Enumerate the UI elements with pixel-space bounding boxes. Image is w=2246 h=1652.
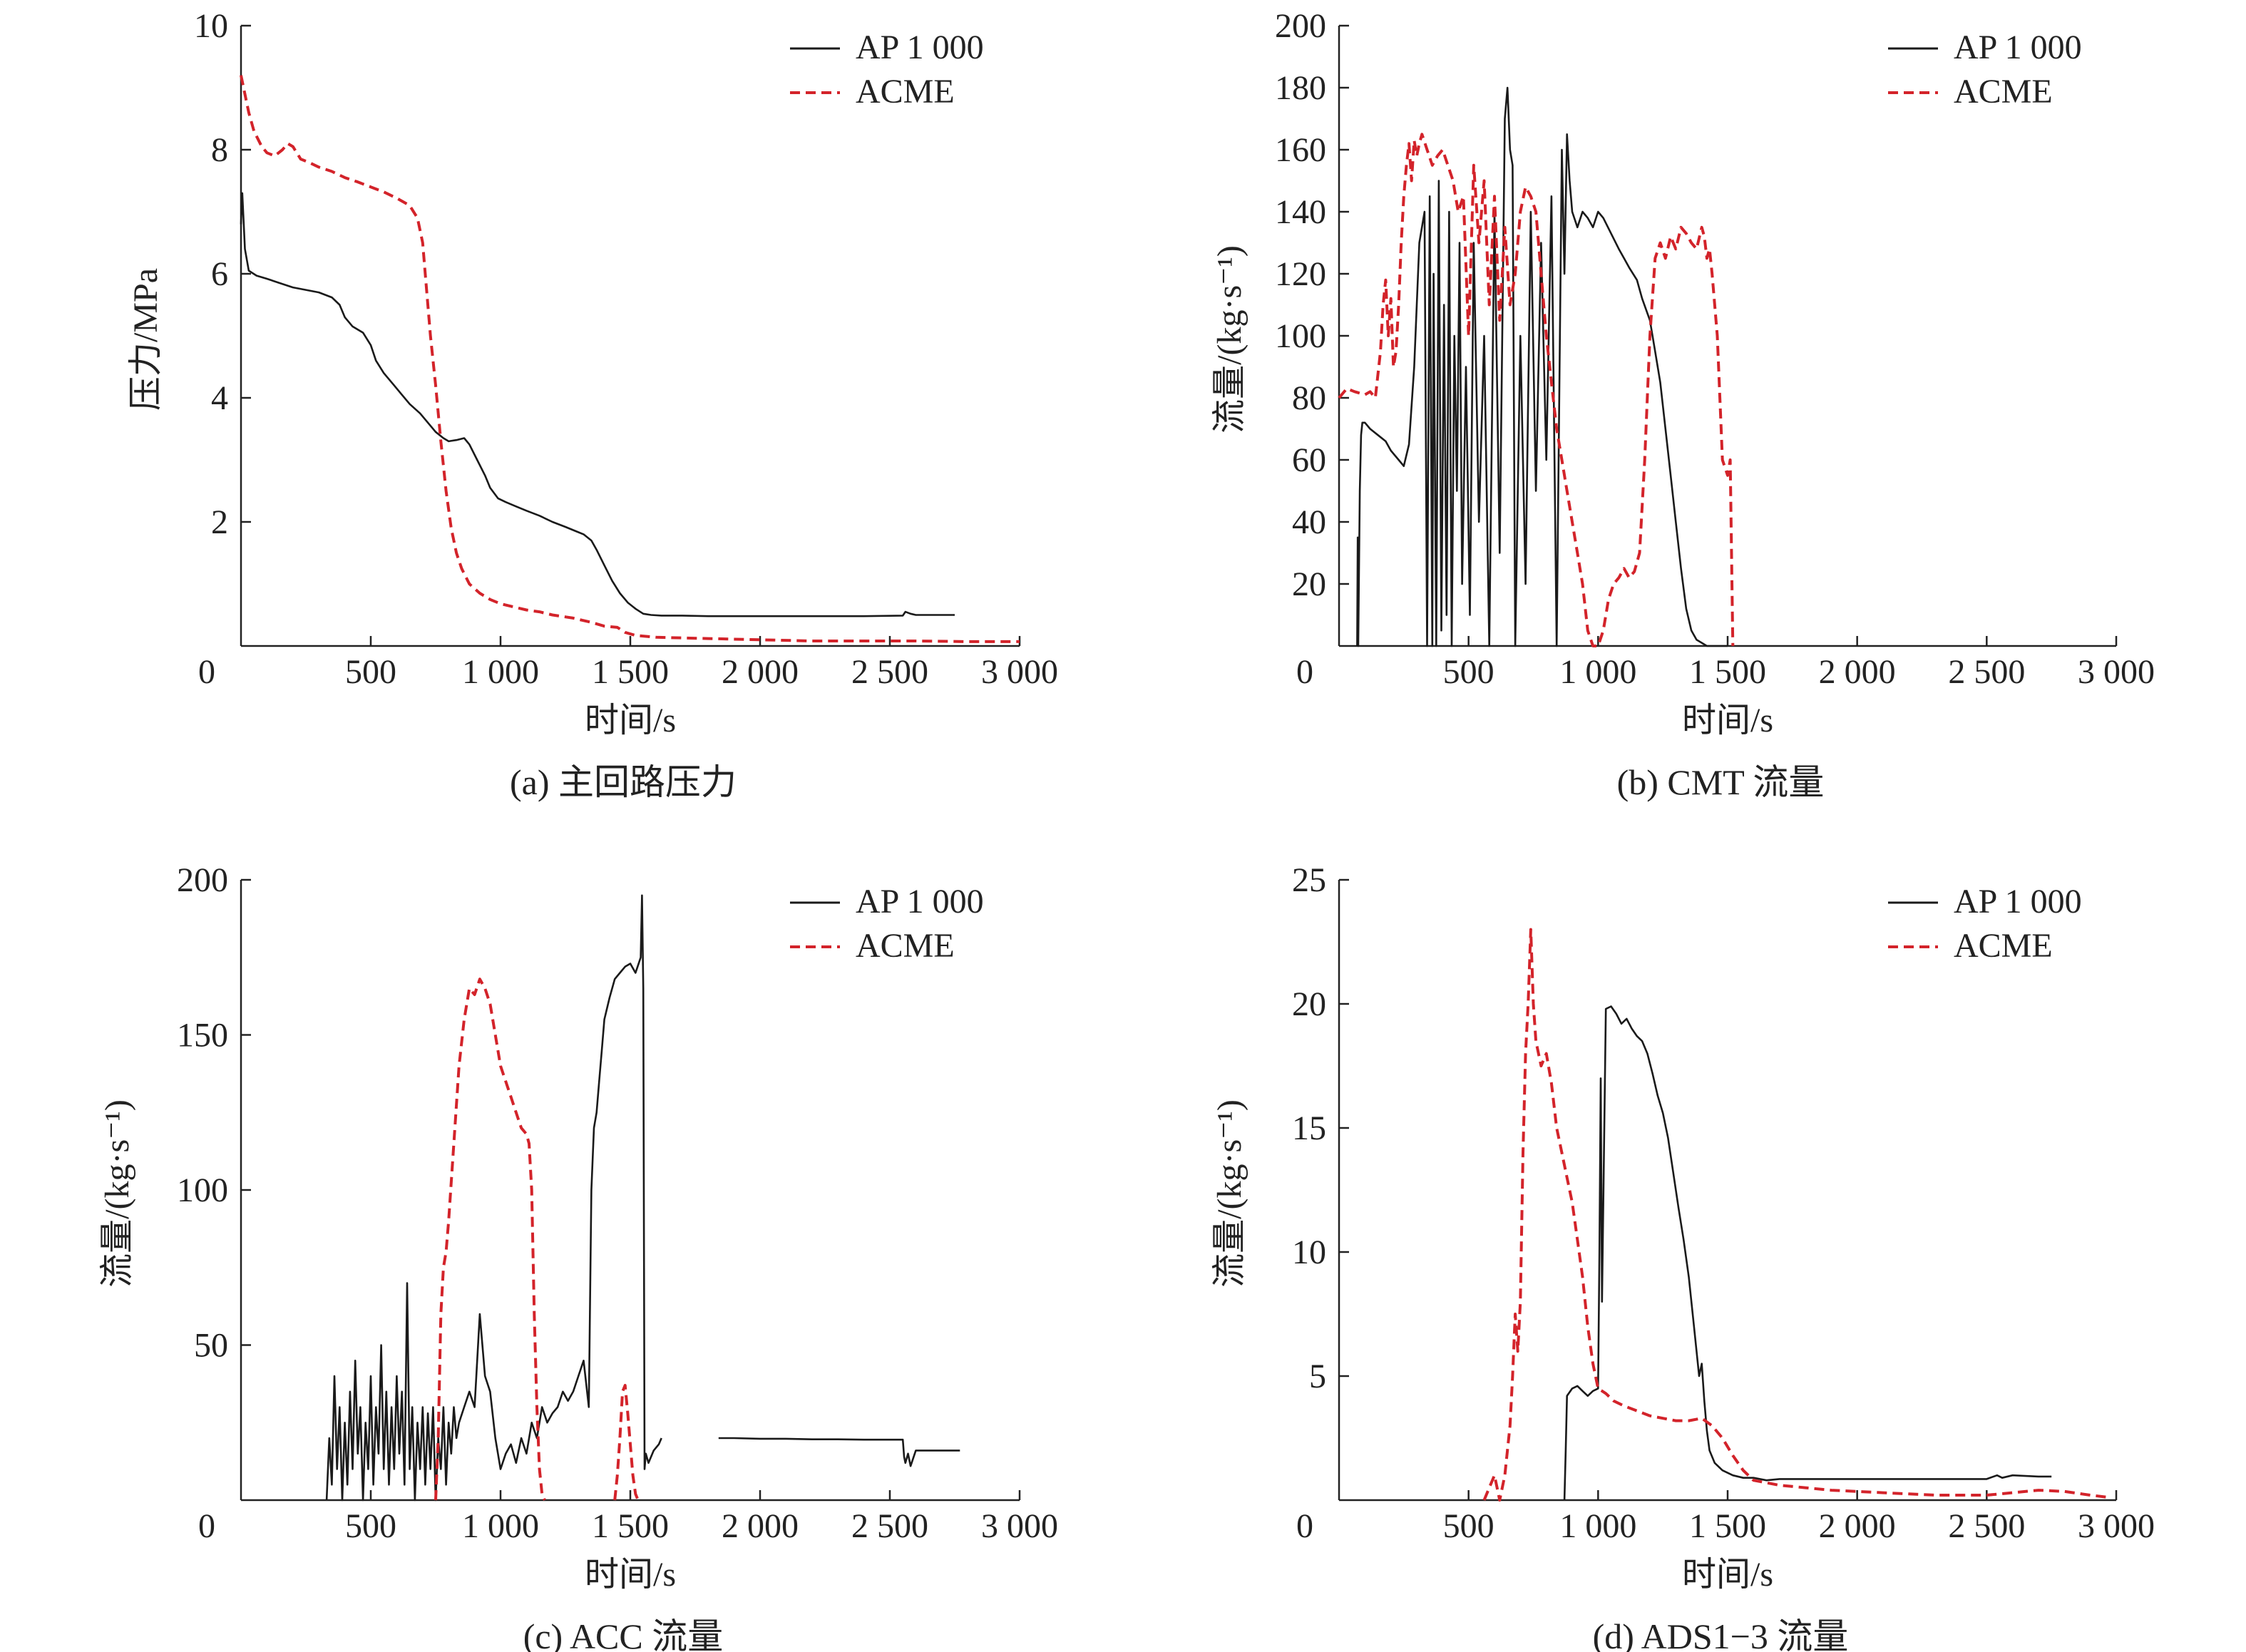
y-tick-label: 200	[177, 861, 228, 899]
x-axis-label: 时间/s	[585, 1556, 676, 1594]
y-tick-label: 25	[1292, 861, 1326, 899]
x-tick-label: 1 000	[1559, 1507, 1636, 1545]
origin-label: 0	[1296, 653, 1313, 691]
y-axis-label: 流量/(kg·s⁻¹)	[98, 1099, 136, 1288]
y-tick-label: 100	[1275, 317, 1326, 355]
x-tick-label: 2 500	[1948, 653, 2025, 691]
x-tick-label: 500	[1443, 653, 1494, 691]
series-line-acme	[240, 75, 1020, 643]
origin-label: 0	[198, 1507, 215, 1545]
x-tick-label: 1 500	[1689, 1507, 1766, 1545]
chart-panel-a: 0 500 1 000 1 500 2 000 2 500 3 000 2 4 6 8 10 时间/s 压…	[127, 7, 1058, 802]
legend-label-acme: ACME	[1954, 927, 2053, 965]
series-line-ap1000	[1563, 1005, 2052, 1501]
x-tick-label: 2 500	[851, 1507, 928, 1545]
x-tick-label: 500	[345, 1507, 396, 1545]
y-tick-label: 80	[1292, 379, 1326, 417]
y-tick-label: 200	[1275, 7, 1326, 45]
legend-label-acme: ACME	[856, 73, 955, 111]
chart-panel-b: 0 500 1 000 1 500 2 000 2 500 3 000 20 40 60 80 100…	[1211, 7, 2155, 802]
series-line-ap1000	[718, 1437, 960, 1467]
y-tick-label: 2	[211, 503, 228, 541]
y-tick-label: 40	[1292, 503, 1326, 541]
y-tick-label: 6	[211, 255, 228, 293]
y-tick-label: 160	[1275, 131, 1326, 169]
series-line-ap1000	[240, 192, 955, 617]
y-tick-label: 100	[177, 1171, 228, 1209]
panel-caption: (b) CMT 流量	[1617, 762, 1825, 802]
y-tick-label: 10	[1292, 1233, 1326, 1271]
x-tick-label: 3 000	[981, 653, 1058, 691]
series-line-acme	[434, 978, 546, 1501]
panel-caption: (a) 主回路压力	[510, 762, 737, 802]
y-axis-label: 压力/MPa	[127, 268, 165, 411]
chart-panel-c: 0 500 1 000 1 500 2 000 2 500 3 000 50 100 150 200…	[98, 861, 1058, 1652]
series-line-acme	[1482, 928, 2111, 1502]
x-tick-label: 2 000	[1819, 1507, 1896, 1545]
x-tick-label: 1 500	[592, 1507, 669, 1545]
x-axis-label: 时间/s	[1682, 702, 1773, 739]
panel-caption: (d) ADS1−3 流量	[1593, 1616, 1849, 1652]
x-tick-label: 3 000	[2078, 1507, 2155, 1545]
x-axis-label: 时间/s	[585, 702, 676, 739]
panel-caption: (c) ACC 流量	[523, 1616, 724, 1652]
x-tick-label: 2 500	[1948, 1507, 2025, 1545]
y-tick-label: 20	[1292, 565, 1326, 603]
y-tick-label: 180	[1275, 69, 1326, 107]
x-tick-label: 2 000	[722, 653, 799, 691]
x-tick-label: 2 000	[1819, 653, 1896, 691]
legend-label-ap1000: AP 1 000	[1954, 883, 2082, 920]
x-tick-label: 2 500	[851, 653, 928, 691]
y-tick-label: 120	[1275, 255, 1326, 293]
legend-label-ap1000: AP 1 000	[856, 883, 984, 920]
y-tick-label: 20	[1292, 985, 1326, 1023]
x-tick-label: 3 000	[2078, 653, 2155, 691]
x-tick-label: 500	[1443, 1507, 1494, 1545]
origin-label: 0	[198, 653, 215, 691]
series-line-ap1000	[1356, 86, 1728, 647]
series-line-ap1000	[325, 894, 662, 1502]
origin-label: 0	[1296, 1507, 1313, 1545]
y-axis-label: 流量/(kg·s⁻¹)	[1211, 1099, 1248, 1288]
x-tick-label: 2 000	[722, 1507, 799, 1545]
y-tick-label: 140	[1275, 193, 1326, 231]
legend: AP 1 000 ACME	[1888, 883, 2082, 965]
legend-label-acme: ACME	[856, 927, 955, 965]
x-axis-label: 时间/s	[1682, 1556, 1773, 1594]
y-tick-label: 50	[194, 1327, 228, 1365]
legend-label-ap1000: AP 1 000	[856, 29, 984, 66]
series-line-acme	[613, 1384, 640, 1501]
legend-label-acme: ACME	[1954, 73, 2053, 111]
x-tick-label: 500	[345, 653, 396, 691]
y-tick-label: 15	[1292, 1109, 1326, 1147]
y-tick-label: 8	[211, 131, 228, 169]
x-tick-label: 1 500	[1689, 653, 1766, 691]
chart-panel-d: 0 500 1 000 1 500 2 000 2 500 3 000 5 10 15 20 25 时间…	[1211, 861, 2155, 1652]
y-tick-label: 4	[211, 379, 228, 417]
legend: AP 1 000 ACME	[1888, 29, 2082, 111]
y-axis-label: 流量/(kg·s⁻¹)	[1211, 245, 1248, 433]
y-tick-label: 10	[194, 7, 228, 45]
legend-label-ap1000: AP 1 000	[1954, 29, 2082, 66]
x-tick-label: 1 000	[462, 653, 539, 691]
x-tick-label: 1 000	[462, 1507, 539, 1545]
x-tick-label: 1 000	[1559, 653, 1636, 691]
legend: AP 1 000 ACME	[790, 29, 984, 111]
x-tick-label: 3 000	[981, 1507, 1058, 1545]
series-line-acme	[1338, 133, 1735, 647]
y-tick-label: 60	[1292, 441, 1326, 479]
legend: AP 1 000 ACME	[790, 883, 984, 965]
x-tick-label: 1 500	[592, 653, 669, 691]
y-tick-label: 150	[177, 1017, 228, 1055]
y-tick-label: 5	[1309, 1358, 1326, 1395]
